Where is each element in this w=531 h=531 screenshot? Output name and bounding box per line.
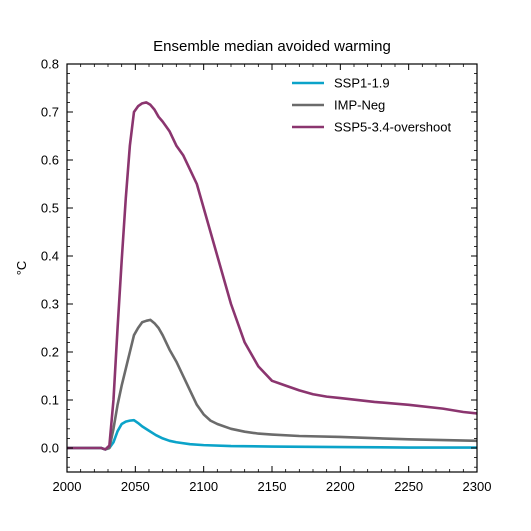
y-tick-label: 0.3 [41,297,59,312]
plot-area [67,101,478,451]
x-tick-label: 2150 [258,479,287,494]
y-tick-label: 0.1 [41,393,59,408]
x-tick-label: 2000 [53,479,82,494]
y-tick-label: 0.4 [41,249,59,264]
y-axis-label: °C [14,261,29,276]
series-line-1 [67,318,478,451]
y-tick-label: 0.0 [41,441,59,456]
y-tick-label: 0.7 [41,105,59,120]
x-tick-label: 2050 [121,479,150,494]
x-tick-label: 2250 [394,479,423,494]
series-line-2 [67,101,478,451]
legend-label-1: IMP-Neg [334,98,385,113]
chart-title: Ensemble median avoided warming [153,38,391,55]
y-tick-label: 0.6 [41,153,59,168]
series-line-0 [67,418,477,451]
legend: SSP1-1.9 IMP-Neg SSP5-3.4-overshoot [292,76,451,135]
y-tick-label: 0.5 [41,201,59,216]
x-tick-label: 2200 [326,479,355,494]
legend-label-2: SSP5-3.4-overshoot [334,120,451,135]
legend-label-0: SSP1-1.9 [334,76,390,91]
x-tick-label: 2100 [189,479,218,494]
x-tick-label: 2300 [463,479,492,494]
y-tick-label: 0.8 [41,57,59,72]
y-tick-label: 0.2 [41,345,59,360]
